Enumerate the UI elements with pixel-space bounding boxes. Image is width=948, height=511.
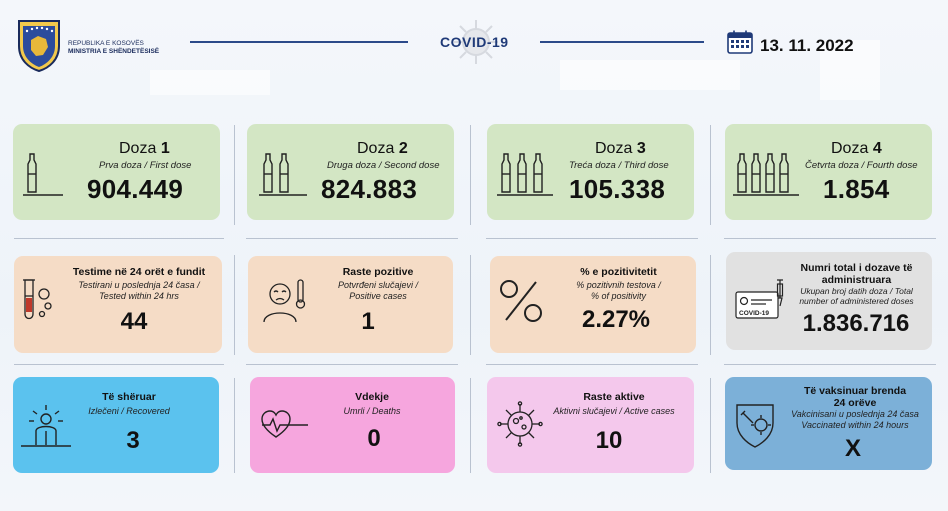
kosovo-emblem-icon bbox=[18, 20, 60, 72]
vaccinated-24h-subtitle: Vakcinisani u poslednja 24 časa Vaccinate… bbox=[791, 409, 919, 430]
vaccine-vial-icon bbox=[23, 153, 63, 196]
recovered-value: 3 bbox=[126, 427, 140, 454]
shield-vaccine-icon bbox=[736, 404, 774, 448]
vaccinated-24h-title: Të vaksinuar brenda 24 orëve bbox=[803, 385, 907, 409]
active-cases-value: 10 bbox=[595, 427, 623, 454]
recovered-title: Të shëruar bbox=[102, 391, 156, 403]
total-doses-card: COVID-19 Numri total i dozave të administ… bbox=[726, 252, 932, 350]
org-line-2: MINISTRIA E SHËNDETËSISË bbox=[68, 48, 160, 55]
vaccination-certificate-icon: COVID-19 bbox=[735, 279, 784, 319]
recovered-subtitle: Izlečeni / Recovered bbox=[88, 406, 170, 416]
recovered-person-icon bbox=[21, 405, 71, 447]
dose-2-subtitle: Druga doza / Second dose bbox=[327, 160, 440, 171]
column-divider bbox=[710, 378, 711, 473]
row-divider bbox=[14, 364, 224, 365]
covid-title: COVID-19 bbox=[440, 34, 509, 50]
vaccine-vials-icon bbox=[497, 153, 553, 196]
column-divider bbox=[710, 125, 711, 225]
column-divider bbox=[234, 125, 235, 225]
deaths-subtitle: Umrli / Deaths bbox=[343, 406, 401, 416]
ministry-name: REPUBLIKA E KOSOVËS MINISTRIA E SHËNDETË… bbox=[68, 40, 159, 56]
row-divider bbox=[246, 238, 458, 239]
vaccine-vials-icon bbox=[259, 153, 307, 196]
dose-4-title: Doza 4 bbox=[831, 140, 882, 157]
dose-1-card: Doza 1 Prva doza / First dose 904.449 bbox=[13, 124, 220, 220]
dose-3-subtitle: Treća doza / Third dose bbox=[569, 160, 669, 171]
active-cases-title: Raste aktive bbox=[583, 391, 645, 403]
column-divider bbox=[710, 255, 711, 355]
background-decoration bbox=[150, 70, 270, 95]
percent-icon bbox=[500, 280, 542, 322]
positivity-card: % e pozitivitetit % pozitivnih testova /… bbox=[490, 256, 696, 353]
row-divider bbox=[246, 364, 458, 365]
heartbeat-icon bbox=[261, 410, 308, 438]
column-divider bbox=[470, 255, 471, 355]
positive-cases-card: Raste pozitive Potvrđeni slučajevi / Posi… bbox=[248, 256, 453, 353]
header-line-right bbox=[540, 41, 704, 43]
positivity-value: 2.27% bbox=[581, 306, 651, 333]
dose-2-value: 824.883 bbox=[321, 174, 418, 204]
dose-1-title: Doza 1 bbox=[119, 140, 170, 157]
column-divider bbox=[470, 125, 471, 225]
sick-person-icon bbox=[263, 279, 306, 323]
virus-icon bbox=[497, 401, 543, 447]
positivity-subtitle: % pozitivnih testova /% of positivity bbox=[576, 280, 661, 301]
row-divider bbox=[486, 238, 698, 239]
dose-4-card: Doza 4 Četvrta doza / Fourth dose 1.854 bbox=[725, 124, 932, 220]
tests-title: Testime në 24 orët e fundit bbox=[72, 266, 206, 278]
org-line-1: REPUBLIKA E KOSOVËS bbox=[68, 40, 144, 47]
header-line-left bbox=[190, 41, 408, 43]
column-divider bbox=[234, 255, 235, 355]
row-divider bbox=[14, 238, 224, 239]
column-divider bbox=[470, 378, 471, 473]
total-doses-subtitle: Ukupan broj datih doza / Total number of … bbox=[799, 286, 914, 306]
coronavirus-watermark-icon bbox=[454, 20, 498, 64]
positive-cases-subtitle: Potvrđeni slučajevi / Positive cases bbox=[337, 280, 419, 301]
dose-4-subtitle: Četvrta doza / Fourth dose bbox=[805, 160, 918, 171]
positivity-title: % e pozitivitetit bbox=[580, 266, 657, 278]
dose-2-title: Doza 2 bbox=[357, 140, 408, 157]
active-cases-subtitle: Aktivni slučajevi / Active cases bbox=[553, 406, 675, 416]
tests-subtitle: Testirani u poslednja 24 časa / Tested wi… bbox=[78, 280, 200, 301]
column-divider bbox=[234, 378, 235, 473]
total-doses-value: 1.836.716 bbox=[802, 310, 910, 337]
dose-2-card: Doza 2 Druga doza / Second dose 824.883 bbox=[247, 124, 454, 220]
deaths-title: Vdekje bbox=[355, 391, 389, 403]
calendar-icon bbox=[727, 30, 753, 54]
certificate-label: COVID-19 bbox=[739, 310, 769, 317]
row-divider bbox=[724, 238, 936, 239]
vaccinated-24h-card: Të vaksinuar brenda 24 orëve Vakcinisani … bbox=[725, 377, 932, 470]
background-decoration bbox=[820, 40, 880, 100]
positive-cases-title: Raste pozitive bbox=[342, 266, 414, 278]
dose-4-value: 1.854 bbox=[823, 174, 890, 204]
dose-3-title: Doza 3 bbox=[595, 140, 646, 157]
row-divider bbox=[486, 364, 698, 365]
vaccinated-24h-value: X bbox=[844, 435, 861, 462]
dose-3-value: 105.338 bbox=[569, 174, 666, 204]
active-cases-card: Raste aktive Aktivni slučajevi / Active … bbox=[487, 377, 694, 473]
recovered-card: Të shëruar Izlečeni / Recovered 3 bbox=[13, 377, 219, 473]
dose-3-card: Doza 3 Treća doza / Third dose 105.338 bbox=[487, 124, 694, 220]
header: REPUBLIKA E KOSOVËS MINISTRIA E SHËNDETË… bbox=[0, 0, 948, 95]
dose-1-value: 904.449 bbox=[87, 174, 184, 204]
report-date: 13. 11. 2022 bbox=[760, 36, 854, 55]
deaths-card: Vdekje Umrli / Deaths 0 bbox=[250, 377, 455, 473]
dose-1-subtitle: Prva doza / First dose bbox=[99, 160, 192, 171]
tests-card: Testime në 24 orët e fundit Testirani u … bbox=[14, 256, 222, 353]
test-tube-icon bbox=[23, 279, 52, 320]
vaccine-vials-icon bbox=[733, 153, 799, 196]
positive-cases-value: 1 bbox=[361, 308, 375, 335]
tests-value: 44 bbox=[120, 308, 148, 335]
total-doses-title: Numri total i dozave të administruara bbox=[800, 262, 913, 286]
background-decoration bbox=[560, 60, 740, 90]
deaths-value: 0 bbox=[367, 425, 381, 452]
row-divider bbox=[724, 364, 936, 365]
